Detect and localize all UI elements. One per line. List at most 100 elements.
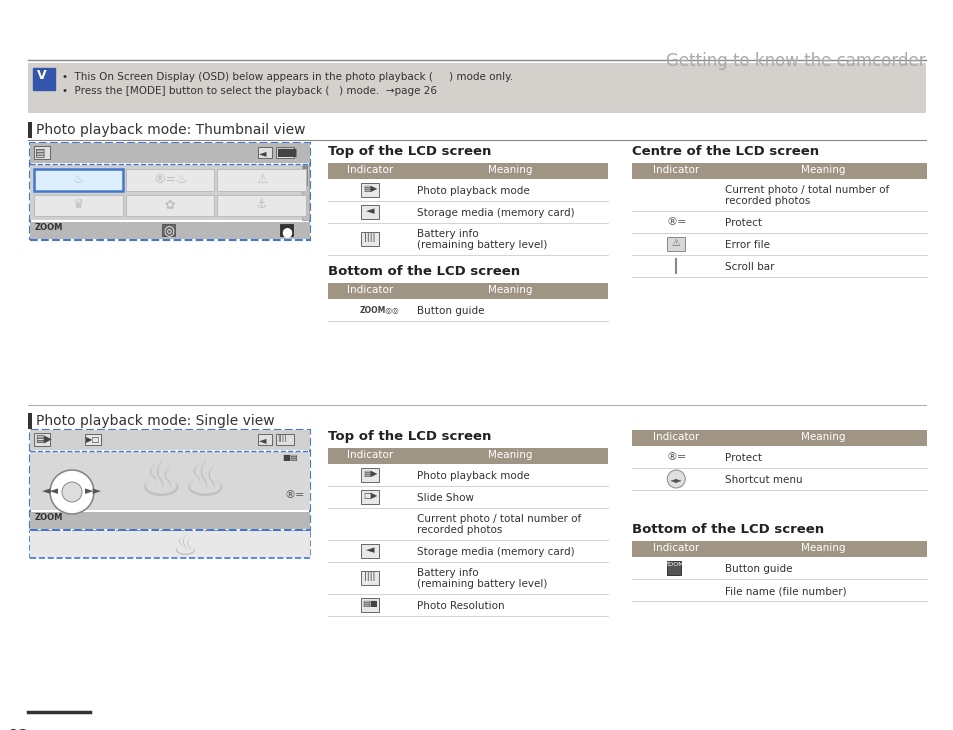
Bar <box>631 446 926 468</box>
Text: ®=: ®= <box>665 452 686 462</box>
Bar <box>328 486 607 508</box>
Text: Meaning: Meaning <box>801 432 845 442</box>
Bar <box>28 122 32 138</box>
Circle shape <box>666 470 684 488</box>
Bar <box>328 163 607 179</box>
Bar <box>360 598 378 612</box>
Bar <box>34 169 123 191</box>
Text: Indicator: Indicator <box>347 450 393 460</box>
Text: Bottom of the LCD screen: Bottom of the LCD screen <box>328 265 519 278</box>
Bar <box>631 255 926 277</box>
Bar <box>30 430 310 450</box>
Bar <box>328 540 607 562</box>
Text: Indicator: Indicator <box>347 165 393 175</box>
Bar <box>360 232 378 246</box>
Text: ||||: |||| <box>364 572 375 581</box>
Bar <box>30 430 310 530</box>
Bar <box>328 562 607 594</box>
Bar <box>30 143 310 240</box>
Text: Protect: Protect <box>724 453 761 463</box>
Bar <box>257 147 272 158</box>
Bar <box>30 512 310 529</box>
Text: ◄: ◄ <box>258 148 266 158</box>
Text: ▤■: ▤■ <box>362 599 377 608</box>
Text: ®=: ®= <box>285 490 305 500</box>
Text: Meaning: Meaning <box>487 450 532 460</box>
Bar <box>328 464 607 486</box>
Text: Current photo / total number of: Current photo / total number of <box>724 185 889 195</box>
Bar <box>302 165 309 220</box>
Text: Current photo / total number of: Current photo / total number of <box>416 514 580 524</box>
Text: Battery info: Battery info <box>416 229 478 239</box>
Text: Centre of the LCD screen: Centre of the LCD screen <box>631 145 819 158</box>
Text: ♨♨: ♨♨ <box>139 458 229 506</box>
Circle shape <box>62 482 82 502</box>
Bar <box>30 531 310 557</box>
Bar <box>28 63 925 113</box>
Text: Meaning: Meaning <box>801 543 845 553</box>
Bar <box>257 434 272 445</box>
Bar <box>360 571 378 585</box>
Text: ███: ███ <box>276 148 296 157</box>
Text: ZOOM: ZOOM <box>35 513 63 522</box>
Bar <box>360 544 378 558</box>
Text: Storage media (memory card): Storage media (memory card) <box>416 208 574 218</box>
Text: ⚓: ⚓ <box>255 199 267 212</box>
Text: •  This On Screen Display (OSD) below appears in the photo playback (     ) mode: • This On Screen Display (OSD) below app… <box>62 72 513 82</box>
Text: Scroll bar: Scroll bar <box>724 262 774 272</box>
Text: 18: 18 <box>9 728 28 730</box>
Text: •  Press the [MODE] button to select the playback (   ) mode.  →page 26: • Press the [MODE] button to select the … <box>62 86 436 96</box>
Bar <box>217 194 306 216</box>
Bar <box>280 224 293 236</box>
Bar <box>34 433 50 446</box>
Text: ▤▶: ▤▶ <box>35 434 51 444</box>
Bar <box>28 413 32 429</box>
Bar <box>360 205 378 219</box>
Bar <box>360 183 378 197</box>
Text: ||||: |||| <box>276 435 286 442</box>
Bar <box>631 430 926 446</box>
Text: V: V <box>37 69 47 82</box>
Text: Indicator: Indicator <box>347 285 393 295</box>
Text: Indicator: Indicator <box>653 543 699 553</box>
Text: (remaining battery level): (remaining battery level) <box>416 240 547 250</box>
Text: ●: ● <box>281 225 292 238</box>
Text: ⚠: ⚠ <box>255 173 267 186</box>
Text: ®=♨: ®=♨ <box>152 173 187 186</box>
Text: Top of the LCD screen: Top of the LCD screen <box>328 145 491 158</box>
Text: ◄►: ◄► <box>669 475 682 484</box>
Text: Bottom of the LCD screen: Bottom of the LCD screen <box>631 523 823 536</box>
Bar <box>328 299 607 321</box>
Text: ◄: ◄ <box>365 545 374 555</box>
Bar <box>631 233 926 255</box>
Bar <box>30 222 310 239</box>
Bar <box>631 468 926 490</box>
Bar <box>631 541 926 557</box>
Bar <box>33 68 55 90</box>
Bar <box>360 490 378 504</box>
Text: Button guide: Button guide <box>416 306 484 316</box>
Text: Indicator: Indicator <box>653 432 699 442</box>
Text: ZOOM: ZOOM <box>35 223 63 232</box>
Text: ZOOM◎◎: ZOOM◎◎ <box>359 306 399 315</box>
Bar <box>360 468 378 482</box>
Bar <box>631 163 926 179</box>
Bar <box>666 237 684 251</box>
Text: (remaining battery level): (remaining battery level) <box>416 579 547 589</box>
Bar <box>30 452 310 510</box>
Bar <box>126 169 214 191</box>
Text: Photo playback mode: Thumbnail view: Photo playback mode: Thumbnail view <box>36 123 305 137</box>
Text: Slide Show: Slide Show <box>416 493 474 503</box>
Text: ▤: ▤ <box>35 147 46 157</box>
Text: Storage media (memory card): Storage media (memory card) <box>416 547 574 557</box>
Text: Error file: Error file <box>724 240 770 250</box>
Text: Top of the LCD screen: Top of the LCD screen <box>328 430 491 443</box>
Text: ■▤: ■▤ <box>282 453 297 462</box>
Bar <box>328 283 607 299</box>
Text: Meaning: Meaning <box>487 285 532 295</box>
Text: Battery info: Battery info <box>416 568 478 578</box>
Text: ♨: ♨ <box>172 533 196 561</box>
Bar <box>328 201 607 223</box>
Bar <box>217 169 306 191</box>
Text: Photo playback mode: Photo playback mode <box>416 471 529 481</box>
